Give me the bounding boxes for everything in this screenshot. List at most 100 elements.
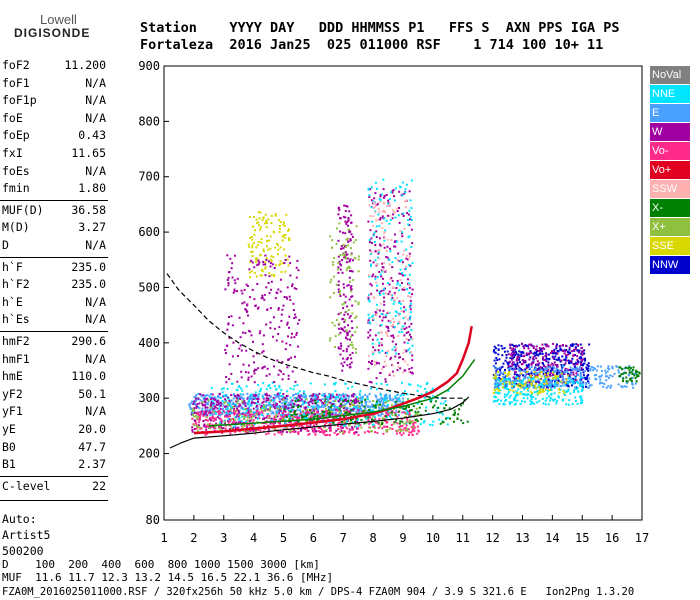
echo-point bbox=[269, 422, 272, 425]
echo-point bbox=[337, 266, 340, 269]
echo-point bbox=[344, 319, 347, 322]
echo-point bbox=[411, 359, 414, 362]
echo-point bbox=[396, 259, 399, 261]
echo-point bbox=[212, 408, 215, 411]
echo-point bbox=[577, 390, 580, 393]
echo-point bbox=[255, 410, 258, 413]
echo-point bbox=[248, 268, 251, 271]
echo-point bbox=[368, 316, 371, 319]
echo-point bbox=[561, 371, 564, 374]
echo-point bbox=[512, 347, 515, 350]
echo-point bbox=[346, 237, 349, 240]
echo-point bbox=[326, 433, 328, 436]
echo-point bbox=[265, 397, 268, 400]
echo-point bbox=[320, 430, 323, 433]
echo-point bbox=[419, 413, 422, 416]
echo-point bbox=[526, 372, 529, 375]
echo-point bbox=[376, 249, 379, 252]
echo-point bbox=[389, 415, 391, 418]
echo-point bbox=[513, 403, 516, 406]
echo-point bbox=[354, 420, 357, 423]
echo-point bbox=[377, 423, 380, 426]
echo-point bbox=[388, 394, 391, 397]
echo-point bbox=[349, 403, 351, 406]
echo-point bbox=[382, 417, 385, 420]
echo-point bbox=[554, 355, 557, 358]
echo-point bbox=[519, 380, 522, 383]
echo-point bbox=[198, 402, 201, 405]
echo-point bbox=[368, 393, 371, 396]
echo-point bbox=[512, 385, 515, 388]
echo-point bbox=[285, 342, 288, 345]
echo-point bbox=[524, 381, 527, 384]
echo-point bbox=[519, 403, 522, 405]
echo-point bbox=[567, 382, 569, 385]
echo-point bbox=[385, 355, 388, 358]
echo-point bbox=[283, 414, 286, 417]
echo-point bbox=[592, 369, 595, 372]
echo-point bbox=[393, 245, 396, 248]
echo-point bbox=[580, 359, 583, 362]
echo-point bbox=[391, 410, 394, 413]
echo-point bbox=[268, 275, 271, 278]
echo-point bbox=[575, 386, 578, 389]
echo-point bbox=[398, 301, 401, 304]
echo-point bbox=[328, 427, 331, 429]
echo-point bbox=[494, 391, 497, 394]
echo-point bbox=[272, 412, 275, 415]
echo-point bbox=[497, 344, 500, 347]
echo-point bbox=[341, 420, 343, 423]
echo-point bbox=[286, 427, 289, 430]
echo-point bbox=[256, 412, 259, 415]
echo-point bbox=[396, 283, 399, 286]
echo-point bbox=[579, 380, 582, 383]
echo-point bbox=[388, 427, 391, 430]
echo-point bbox=[416, 432, 419, 435]
y-tick-label: 500 bbox=[138, 280, 160, 294]
echo-point bbox=[401, 231, 404, 234]
echo-point bbox=[218, 412, 220, 415]
echo-point bbox=[348, 276, 351, 279]
echo-point bbox=[367, 220, 370, 223]
echo-point bbox=[195, 405, 198, 408]
echo-point bbox=[509, 343, 512, 346]
echo-point bbox=[253, 361, 255, 364]
echo-point bbox=[381, 420, 384, 423]
echo-point bbox=[279, 221, 282, 224]
echo-point bbox=[255, 413, 258, 416]
echo-point bbox=[407, 349, 410, 352]
echo-point bbox=[389, 250, 392, 253]
echo-point bbox=[555, 347, 558, 350]
echo-point bbox=[271, 263, 274, 266]
echo-point bbox=[203, 413, 206, 416]
echo-point bbox=[295, 413, 298, 416]
echo-point bbox=[321, 401, 324, 404]
parameter-value: 50.1 bbox=[78, 386, 106, 401]
echo-point bbox=[288, 295, 291, 298]
echo-point bbox=[261, 401, 264, 404]
parameter-row: yF1 N/A bbox=[2, 404, 106, 422]
echo-point bbox=[295, 399, 298, 402]
parameter-key: hmE bbox=[2, 369, 23, 384]
echo-point bbox=[374, 334, 377, 337]
echo-point bbox=[532, 352, 535, 355]
echo-point bbox=[513, 371, 516, 374]
echo-point bbox=[564, 394, 566, 396]
echo-point bbox=[523, 388, 526, 391]
echo-point bbox=[545, 353, 548, 356]
echo-point bbox=[587, 380, 590, 383]
echo-point bbox=[373, 360, 376, 363]
echo-point bbox=[319, 415, 322, 418]
echo-point bbox=[530, 380, 533, 383]
echo-point bbox=[405, 326, 408, 329]
echo-point bbox=[504, 359, 507, 362]
echo-point bbox=[234, 426, 237, 429]
echo-point bbox=[296, 408, 299, 411]
echo-point bbox=[408, 264, 410, 266]
echo-point bbox=[570, 361, 573, 364]
echo-point bbox=[349, 363, 352, 366]
echo-point bbox=[274, 213, 277, 216]
echo-point bbox=[206, 394, 209, 397]
echo-point bbox=[525, 364, 528, 367]
echo-point bbox=[355, 431, 358, 434]
